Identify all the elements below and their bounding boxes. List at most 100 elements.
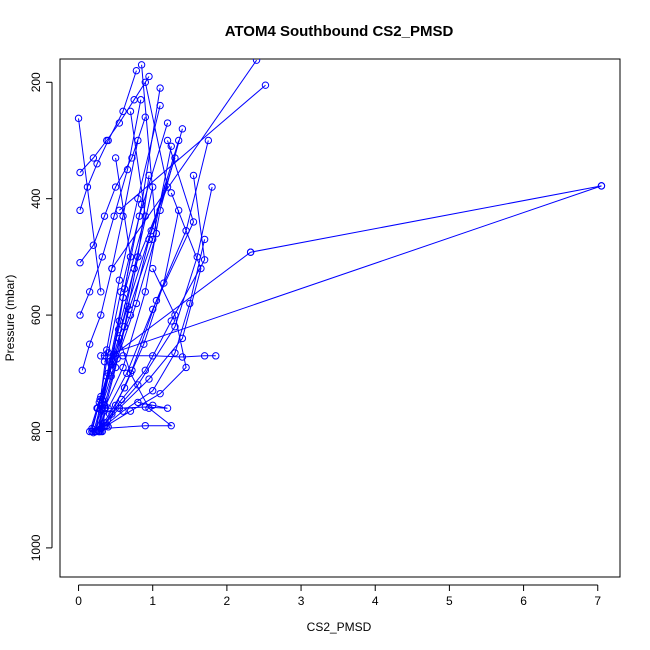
data-point	[174, 136, 183, 145]
data-point	[76, 206, 84, 215]
data-point	[147, 226, 155, 235]
data-point	[96, 395, 104, 404]
profile-line	[100, 192, 202, 429]
y-axis: 200 400 600 800 1000	[29, 72, 53, 561]
data-point	[145, 171, 153, 180]
chart-title: ATOM4 Southbound CS2_PMSD	[225, 23, 454, 40]
data-point	[120, 384, 129, 392]
data-point	[137, 61, 146, 69]
data-point	[134, 194, 142, 203]
x-tick-label: 4	[372, 594, 379, 608]
data-point	[119, 363, 127, 372]
data-point	[78, 366, 86, 375]
profile-line	[100, 338, 173, 430]
data-point	[149, 305, 157, 313]
data-point	[141, 113, 149, 121]
data-point	[132, 66, 141, 75]
data-point	[89, 241, 98, 249]
data-point	[97, 352, 105, 360]
profile-line	[103, 239, 206, 428]
data-point	[171, 323, 179, 331]
data-point	[152, 296, 161, 305]
data-point	[149, 264, 157, 273]
x-axis: 0 1 2 3 4 5 6 7	[75, 584, 601, 608]
data-point	[197, 264, 205, 273]
data-point	[130, 96, 138, 104]
data-point	[115, 317, 124, 325]
y-tick-label: 400	[29, 188, 43, 208]
data-point	[163, 136, 172, 145]
data-point	[178, 334, 187, 343]
profile-line	[118, 84, 266, 211]
data-point	[145, 72, 153, 81]
data-point	[89, 154, 98, 162]
data-point	[103, 372, 111, 380]
y-tick-label: 1000	[29, 534, 43, 561]
data-point	[167, 421, 175, 430]
data-point	[97, 392, 105, 401]
profile-line	[111, 59, 258, 269]
x-tick-label: 7	[594, 594, 601, 608]
data-point	[171, 349, 179, 357]
data-point	[261, 81, 270, 89]
data-point	[119, 212, 127, 220]
data-point	[212, 352, 220, 360]
data-point	[134, 136, 142, 145]
data-point	[123, 302, 132, 311]
data-point	[156, 389, 164, 398]
profile-line	[250, 185, 602, 253]
data-point	[100, 357, 109, 366]
data-point	[141, 288, 149, 296]
data-point	[171, 154, 179, 162]
profile-line	[81, 140, 139, 371]
data-point	[149, 183, 157, 191]
data-point	[107, 372, 115, 380]
data-point	[189, 171, 198, 180]
data-point	[167, 142, 175, 151]
data-point	[141, 366, 149, 375]
data-point	[97, 424, 105, 433]
data-point	[597, 182, 606, 190]
data-point	[117, 288, 125, 296]
data-point	[126, 253, 135, 261]
data-point	[134, 381, 142, 389]
data-point	[156, 101, 164, 110]
x-tick-label: 0	[75, 594, 82, 608]
plot-area	[74, 59, 606, 437]
data-point	[83, 183, 92, 191]
profile-line	[104, 185, 602, 357]
data-point	[123, 165, 132, 174]
data-point	[178, 125, 187, 133]
data-point	[156, 84, 164, 92]
data-point	[178, 353, 187, 361]
profile-line	[79, 70, 137, 211]
data-point	[97, 311, 105, 319]
x-axis-label: CS2_PMSD	[307, 620, 372, 634]
data-point	[174, 206, 183, 215]
data-point	[111, 183, 120, 191]
data-point	[76, 311, 84, 319]
profile-line	[79, 99, 142, 316]
data-point	[74, 114, 83, 123]
data-point	[134, 398, 142, 407]
data-point	[100, 352, 109, 360]
data-point	[85, 340, 94, 348]
data-point	[189, 218, 198, 226]
data-point	[186, 299, 194, 308]
data-point	[128, 154, 136, 162]
data-point	[163, 183, 172, 191]
data-point	[156, 206, 164, 215]
data-point	[137, 200, 146, 209]
data-point	[145, 235, 153, 244]
data-point	[115, 404, 124, 412]
plot-frame	[59, 58, 621, 578]
data-point	[97, 399, 106, 408]
data-point	[113, 355, 121, 363]
data-point	[167, 317, 175, 325]
data-point	[76, 168, 84, 177]
data-point	[107, 360, 115, 369]
data-point	[115, 206, 124, 215]
data-point	[108, 264, 116, 273]
data-point	[141, 421, 149, 430]
